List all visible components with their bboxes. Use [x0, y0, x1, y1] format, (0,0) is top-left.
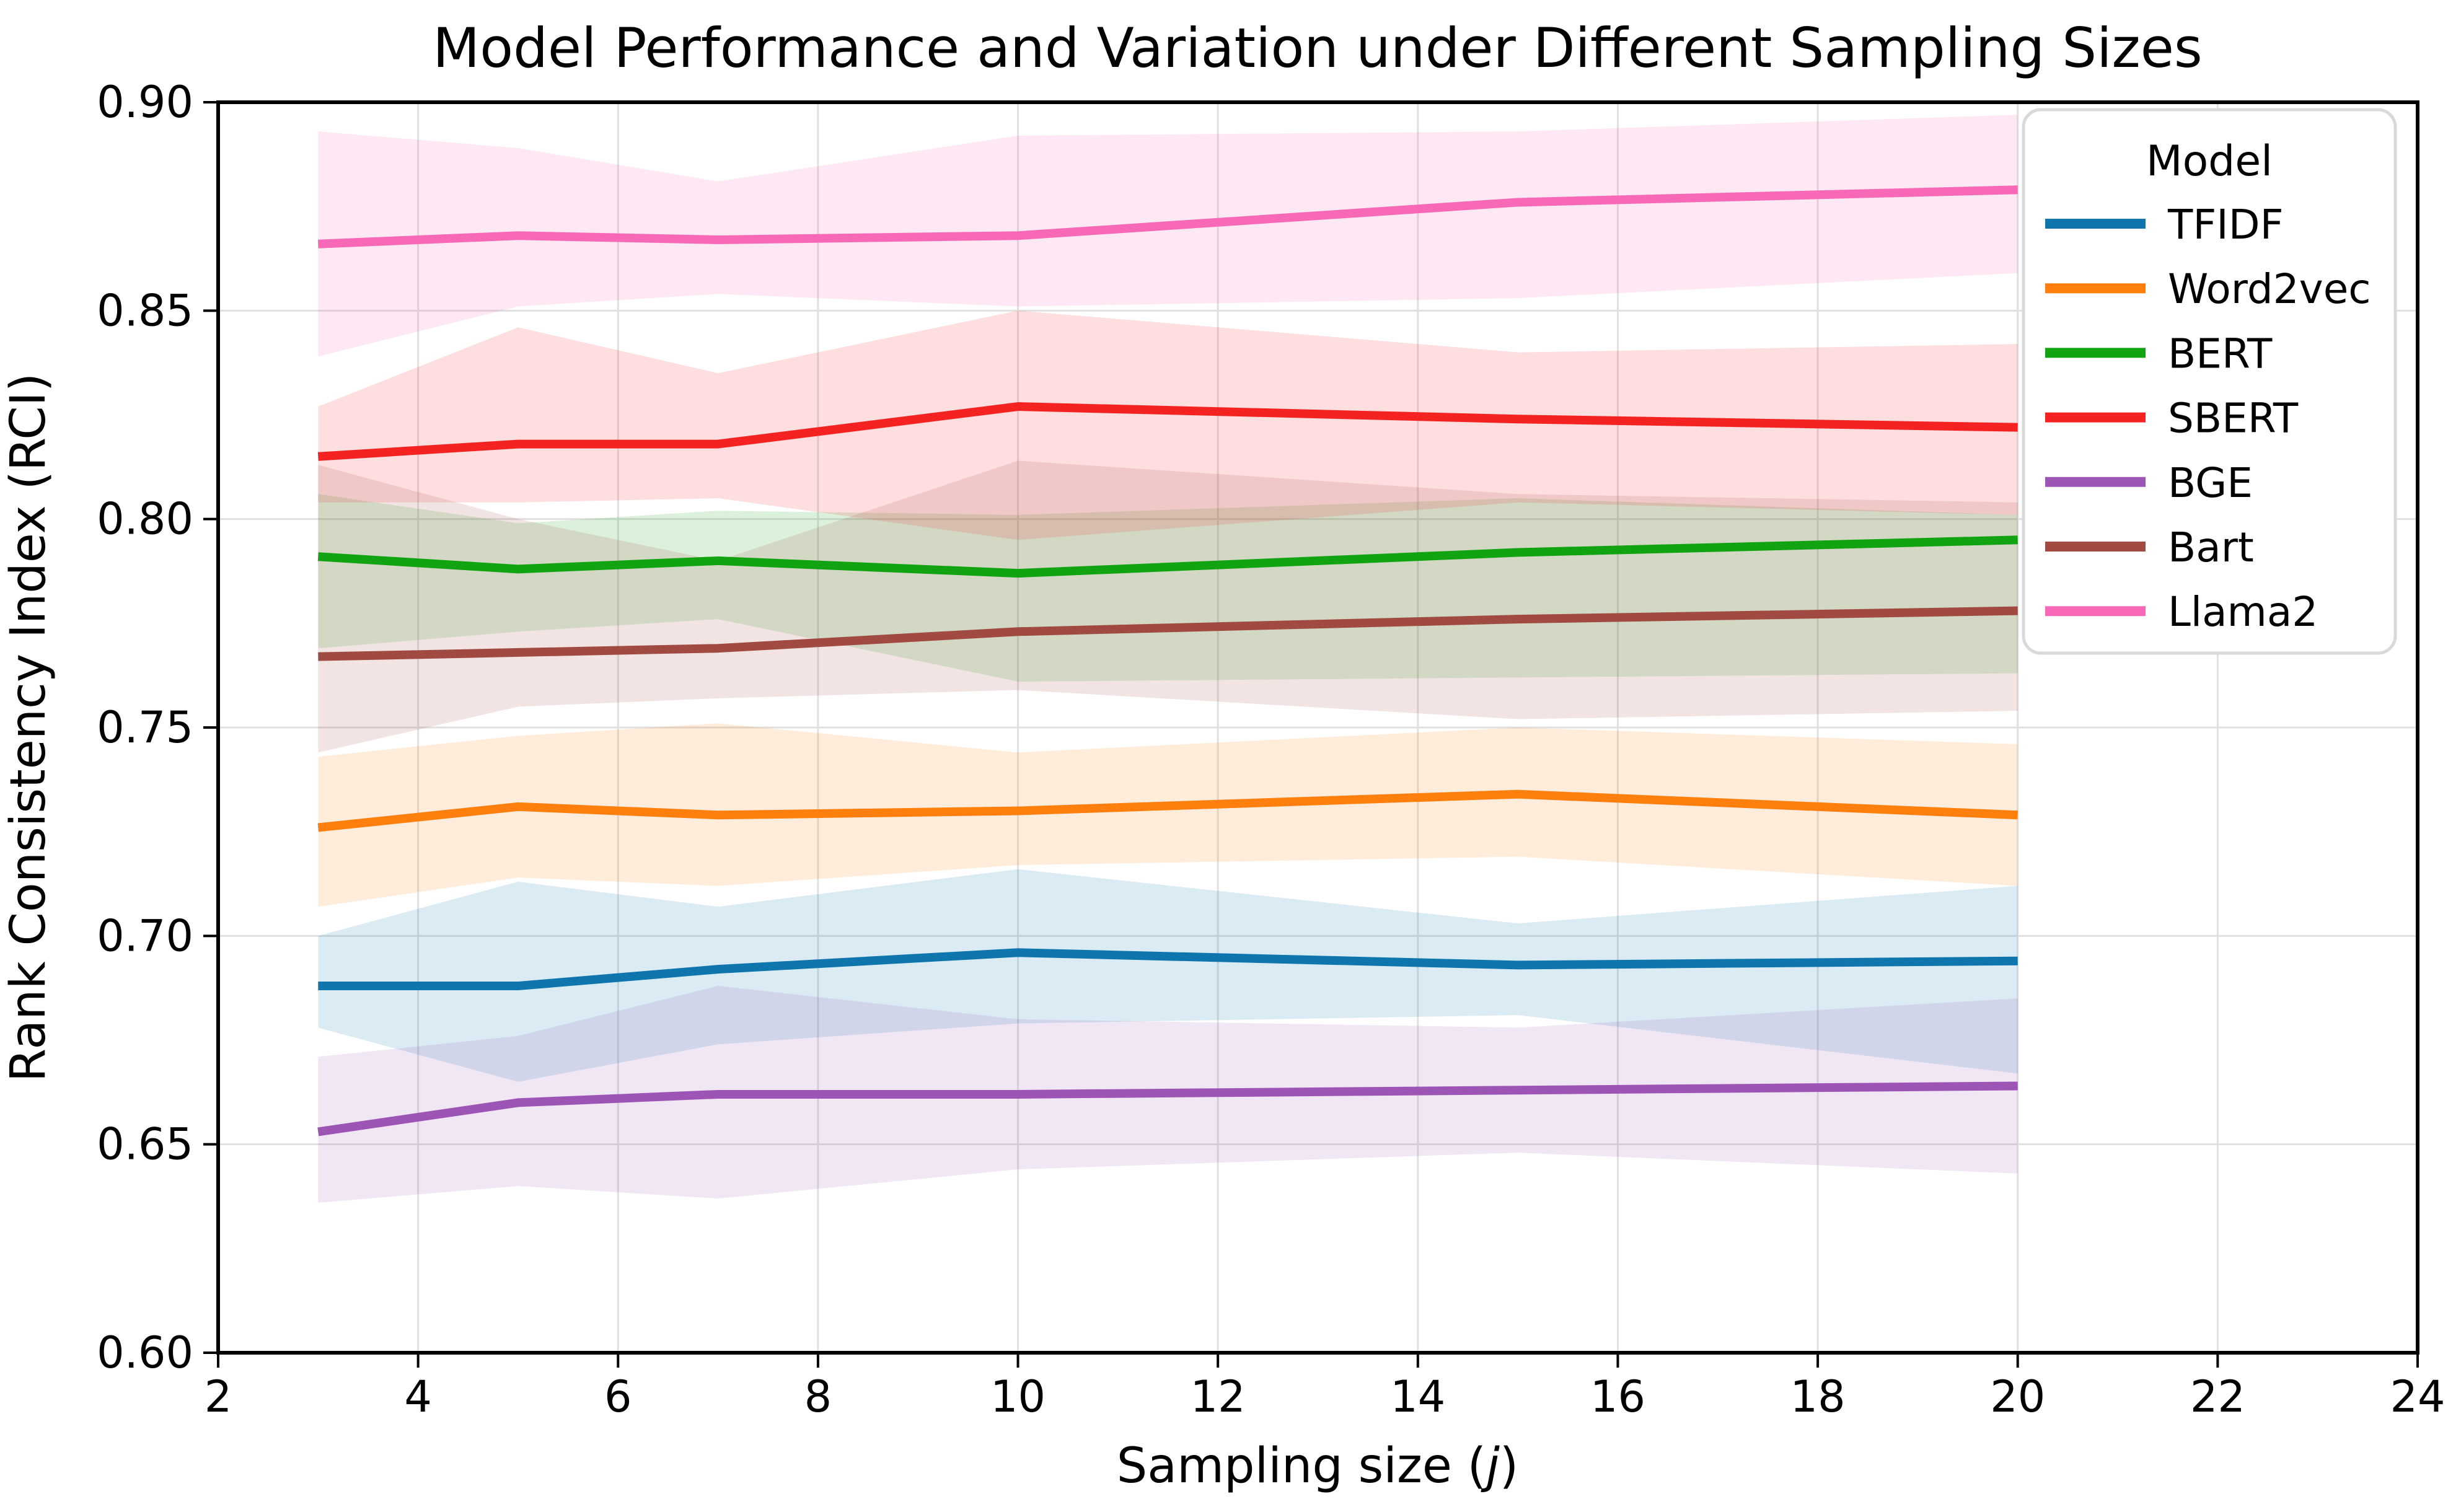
legend: Model TFIDF Word2vec BERT SBERT BGE Bart Llama… — [2022, 108, 2397, 655]
legend-item-llama2: Llama2 — [2045, 588, 2318, 636]
legend-label-bart: Bart — [2168, 524, 2254, 571]
y-tick-label: 0.60 — [97, 1327, 193, 1378]
legend-item-sbert: SBERT — [2045, 395, 2299, 442]
y-axis-label: Rank Consistency Index (RCI) — [1, 373, 56, 1082]
series-line-word2vec — [317, 789, 2019, 832]
legend-label-word2vec: Word2vec — [2168, 265, 2371, 313]
tick-layer: 2 4 6 8 10 12 14 16 18 20 22 240.600.650.700.750.80… — [97, 77, 2445, 1422]
series-line-llama2 — [318, 185, 2018, 248]
band-bart — [318, 460, 2018, 753]
x-axis-label: Sampling size (j) — [1117, 1438, 1518, 1494]
series-line-bge — [317, 1081, 2018, 1136]
x-tick-label: 18 — [1790, 1371, 1846, 1422]
x-tick-label: 4 — [404, 1371, 432, 1422]
line-layer — [317, 185, 2019, 1136]
x-tick-label: 8 — [804, 1371, 832, 1422]
x-tick-label: 20 — [1990, 1371, 2045, 1422]
y-tick-label: 0.75 — [97, 702, 193, 753]
y-tick-label: 0.90 — [97, 77, 193, 128]
y-tick-label: 0.80 — [97, 494, 193, 545]
band-layer — [318, 115, 2018, 1203]
legend-label-bge: BGE — [2168, 459, 2253, 507]
band-word2vec — [318, 723, 2018, 907]
x-tick-label: 14 — [1390, 1371, 1445, 1422]
y-tick-label: 0.85 — [97, 285, 193, 336]
series-line-tfidf — [318, 948, 2018, 991]
series-line-bart — [318, 606, 2018, 661]
legend-item-bart: Bart — [2045, 524, 2254, 571]
x-tick-label: 6 — [604, 1371, 632, 1422]
x-tick-label: 22 — [2190, 1371, 2245, 1422]
x-tick-label: 2 — [205, 1371, 232, 1422]
y-tick-label: 0.65 — [97, 1119, 193, 1170]
y-tick-label: 0.70 — [97, 910, 193, 961]
band-tfidf — [318, 869, 2018, 1082]
x-tick-label: 12 — [1191, 1371, 1246, 1422]
legend-title: Model — [2146, 137, 2273, 186]
legend-items: TFIDF Word2vec BERT SBERT BGE Bart Llama2 — [2045, 201, 2371, 636]
band-bert — [318, 494, 2018, 682]
legend-box — [2022, 108, 2397, 655]
legend-label-tfidf: TFIDF — [2167, 201, 2284, 248]
legend-item-bert: BERT — [2045, 330, 2273, 377]
plot-frame — [216, 100, 2419, 1355]
legend-item-bge: BGE — [2045, 459, 2253, 507]
band-llama2 — [318, 115, 2018, 357]
x-tick-label: 10 — [990, 1371, 1046, 1422]
legend-item-word2vec: Word2vec — [2045, 265, 2371, 313]
series-line-sbert — [317, 402, 2018, 461]
legend-item-tfidf: TFIDF — [2045, 201, 2284, 248]
series-line-bert — [317, 535, 2018, 578]
x-tick-label: 24 — [2390, 1371, 2445, 1422]
legend-label-bert: BERT — [2168, 330, 2273, 377]
x-tick-label: 16 — [1590, 1371, 1645, 1422]
legend-label-llama2: Llama2 — [2168, 588, 2318, 636]
legend-label-sbert: SBERT — [2168, 395, 2299, 442]
chart-title: Model Performance and Variation under Di… — [433, 16, 2202, 80]
band-sbert — [318, 310, 2018, 540]
